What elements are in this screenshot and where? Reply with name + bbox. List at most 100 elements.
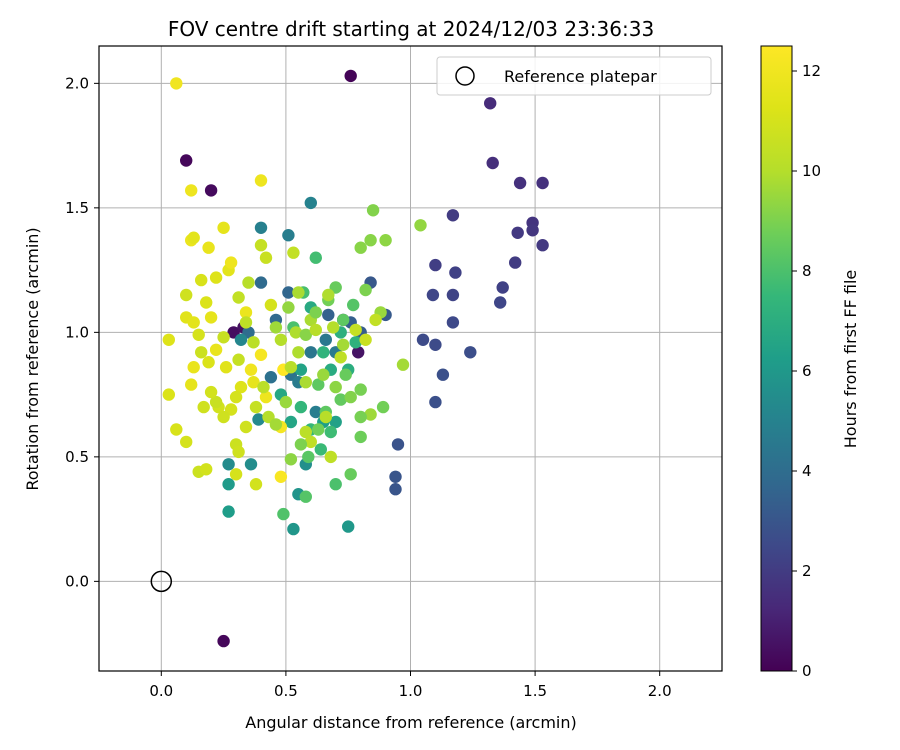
- data-point-71: [349, 336, 362, 349]
- data-point-38: [282, 286, 295, 299]
- data-point-153: [239, 316, 253, 329]
- data-point-20: [496, 281, 509, 294]
- data-point-148: [234, 380, 248, 394]
- data-point-32: [389, 483, 402, 496]
- colorbar-gradient: [760, 45, 793, 672]
- legend-box: [436, 56, 712, 96]
- data-point-15: [536, 239, 549, 252]
- data-point-190: [309, 323, 322, 337]
- data-point-192: [229, 390, 243, 404]
- data-point-189: [322, 288, 335, 302]
- data-point-165: [284, 453, 298, 466]
- data-point-55: [244, 458, 258, 471]
- data-point-58: [287, 522, 300, 536]
- data-point-88: [344, 468, 357, 481]
- data-point-170: [299, 328, 312, 341]
- data-point-9: [486, 156, 499, 170]
- data-point-181: [344, 390, 357, 404]
- data-point-104: [274, 333, 288, 346]
- colorbar-tick-label-3: 6: [802, 362, 812, 380]
- data-point-178: [299, 376, 312, 389]
- data-point-82: [299, 490, 312, 503]
- y-tick-label-3: 1.5: [65, 199, 89, 217]
- data-point-80: [329, 478, 342, 491]
- data-point-147: [247, 376, 260, 389]
- data-point-167: [312, 423, 325, 436]
- data-point-121: [170, 423, 183, 436]
- y-axis-label: Rotation from reference (arcmin): [23, 227, 42, 490]
- data-point-127: [187, 361, 200, 374]
- data-point-168: [269, 321, 283, 334]
- data-point-187: [359, 333, 372, 346]
- data-point-128: [195, 273, 208, 287]
- data-point-151: [209, 395, 223, 409]
- x-tick-label-4: 2.0: [648, 682, 672, 700]
- data-point-24: [446, 316, 460, 329]
- data-point-51: [304, 196, 317, 210]
- data-point-156: [202, 356, 215, 369]
- data-point-8: [484, 97, 497, 110]
- data-point-199: [195, 346, 208, 359]
- data-point-152: [232, 353, 245, 366]
- data-point-1: [180, 154, 193, 167]
- data-point-137: [254, 174, 268, 187]
- data-point-146: [259, 390, 273, 404]
- data-point-144: [274, 470, 288, 483]
- x-axis-label: Angular distance from reference (arcmin): [245, 713, 576, 732]
- data-point-76: [324, 425, 337, 439]
- data-point-92: [359, 283, 372, 297]
- data-point-197: [242, 276, 255, 289]
- data-point-30: [391, 438, 405, 451]
- data-point-186: [349, 323, 362, 337]
- data-point-125: [187, 316, 200, 329]
- data-point-54: [222, 458, 235, 471]
- colorbar-tick-label-6: 12: [802, 62, 821, 80]
- data-point-150: [217, 410, 230, 424]
- data-point-188: [369, 313, 382, 327]
- data-point-136: [170, 77, 183, 90]
- data-point-95: [364, 234, 377, 247]
- data-point-196: [264, 298, 278, 312]
- data-point-142: [254, 348, 268, 361]
- colorbar: 0 2 4 6 8 10 12 Hours from first FF file: [760, 45, 860, 680]
- data-point-158: [209, 271, 223, 284]
- data-point-75: [314, 443, 327, 456]
- data-point-91: [354, 383, 367, 396]
- data-point-87: [339, 368, 352, 381]
- colorbar-tick-label-4: 8: [802, 262, 812, 280]
- data-point-122: [162, 388, 175, 401]
- data-point-18: [429, 258, 442, 272]
- data-point-101: [292, 286, 305, 299]
- y-tick-label-1: 0.5: [65, 448, 89, 466]
- data-point-28: [436, 368, 450, 381]
- data-point-3: [217, 634, 230, 648]
- data-point-179: [317, 368, 330, 381]
- data-point-134: [185, 184, 198, 197]
- data-point-77: [309, 251, 322, 264]
- data-point-81: [277, 507, 290, 521]
- data-point-52: [234, 333, 248, 346]
- x-tick-label-3: 1.5: [523, 682, 547, 700]
- data-point-45: [319, 333, 332, 346]
- data-point-109: [287, 246, 300, 259]
- data-point-73: [294, 400, 308, 414]
- data-point-49: [282, 229, 295, 242]
- data-point-84: [312, 378, 325, 391]
- data-point-100: [396, 358, 410, 371]
- data-point-164: [279, 395, 293, 409]
- data-point-27: [464, 346, 477, 359]
- data-point-141: [244, 363, 258, 376]
- data-point-50: [254, 221, 268, 234]
- y-tick-label-4: 2.0: [65, 74, 89, 92]
- data-point-65: [284, 415, 298, 429]
- data-point-11: [536, 176, 549, 190]
- data-point-37: [322, 308, 335, 322]
- data-point-107: [304, 435, 317, 449]
- x-tick-label-0: 0.0: [149, 682, 173, 700]
- data-point-117: [197, 400, 210, 414]
- data-point-97: [414, 219, 427, 232]
- data-point-64: [294, 363, 308, 376]
- legend-entry-reference-platepar: Reference platepar: [504, 67, 657, 86]
- data-point-99: [364, 408, 377, 421]
- data-point-2: [204, 184, 218, 197]
